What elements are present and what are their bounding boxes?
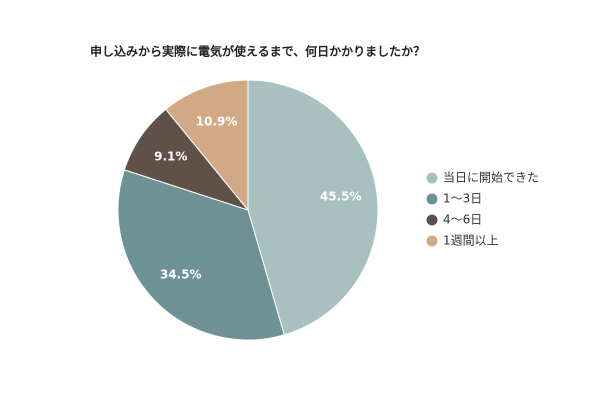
- pie-slice: [165, 79, 249, 212]
- pie-slice: [247, 79, 379, 336]
- legend-label: 1週間以上: [443, 234, 499, 248]
- value-label: 10.9%: [196, 114, 238, 128]
- chart-title: 申し込みから実際に電気が使えるまで、何日かかりましたか？: [90, 44, 425, 59]
- value-label: 34.5%: [160, 268, 202, 282]
- legend-marker: [426, 214, 438, 226]
- legend-marker: [426, 172, 438, 184]
- value-label: 9.1%: [154, 150, 187, 164]
- legend-label: 1〜3日: [443, 192, 482, 206]
- legend-label: 4〜6日: [443, 213, 482, 227]
- legend-marker: [426, 235, 438, 247]
- legend-marker: [426, 193, 438, 205]
- pie-slice: [117, 169, 285, 341]
- legend-label: 当日に開始できた: [443, 171, 539, 185]
- value-label: 45.5%: [320, 189, 362, 203]
